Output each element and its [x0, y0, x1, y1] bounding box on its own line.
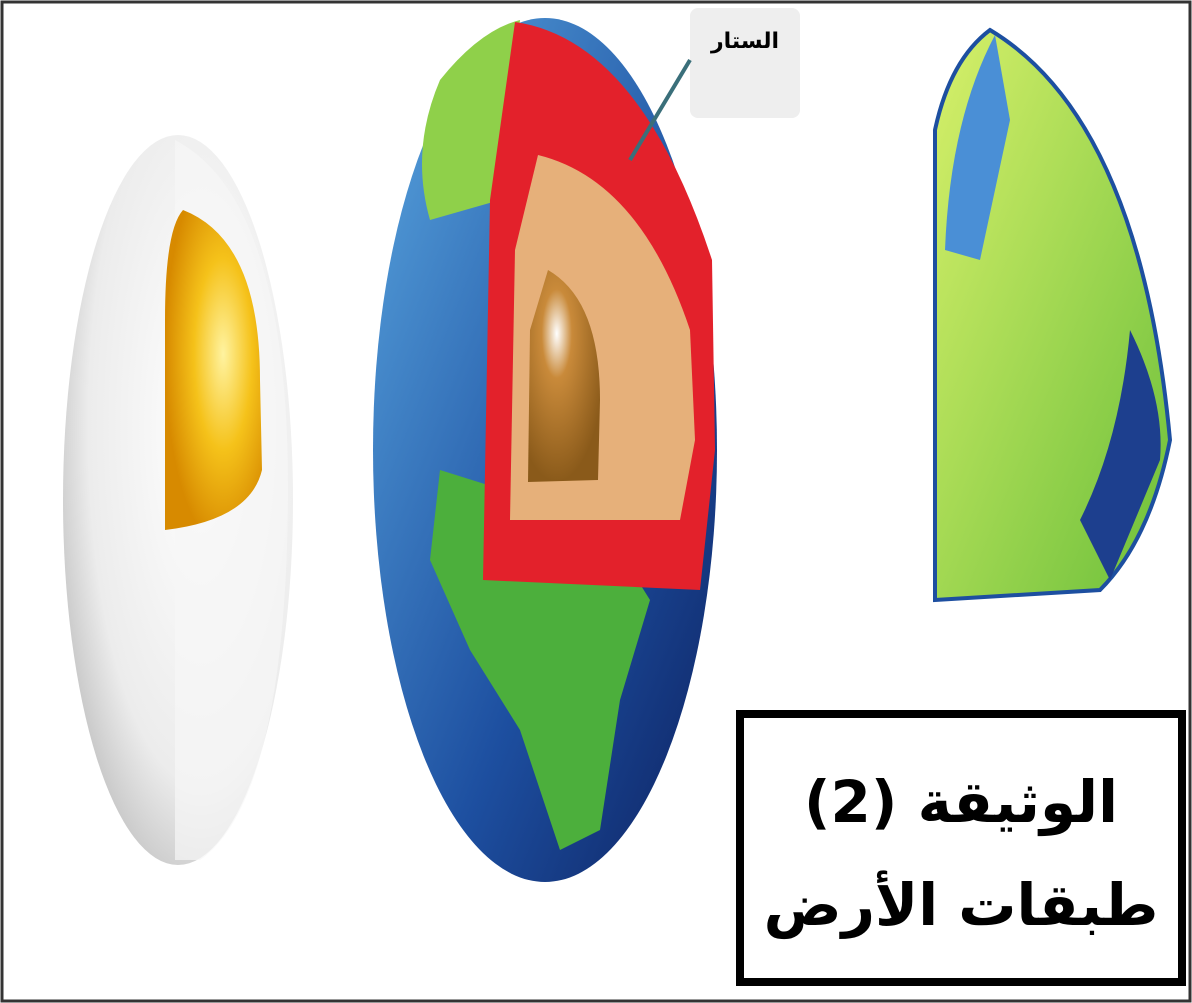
- sea: [1080, 330, 1161, 580]
- yolk: [165, 210, 262, 530]
- pointer-line: [628, 58, 692, 162]
- caption-box: [736, 710, 1186, 986]
- sea: [945, 35, 1010, 260]
- label-box: [690, 8, 800, 118]
- inner-core: [528, 270, 600, 482]
- caption-line: طبقات الأرض: [764, 870, 1159, 939]
- layer-label: الستار: [710, 29, 779, 54]
- caption-line: الوثيقة (2): [804, 768, 1118, 837]
